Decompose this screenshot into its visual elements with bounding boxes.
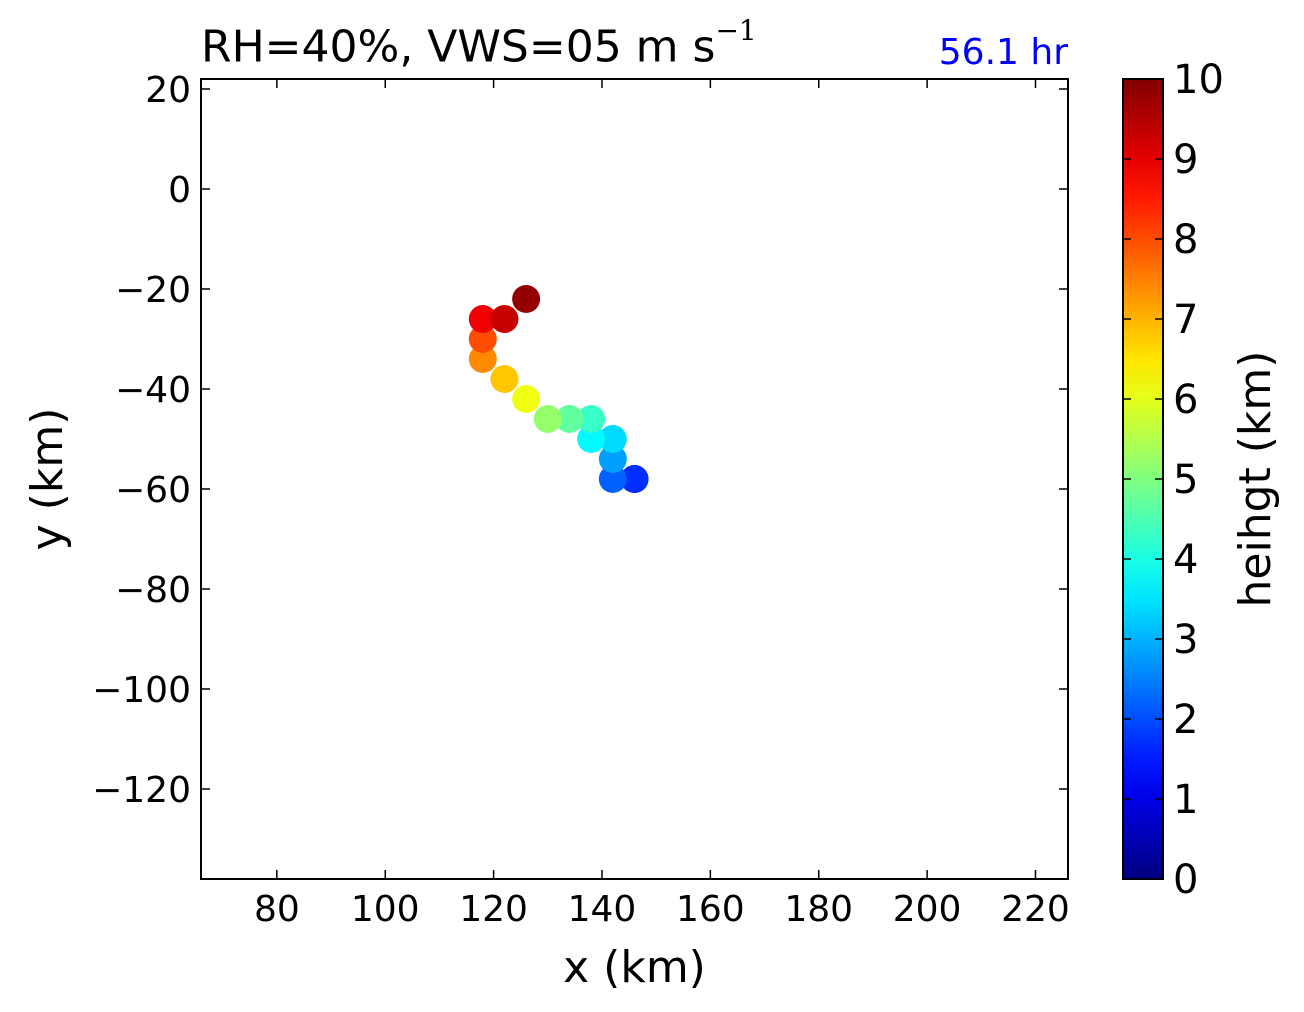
x-tick-label: 220	[1001, 889, 1070, 930]
colorbar: 0 1 2 3 4 5 6 7 8 9 10 heihgt (km)	[1122, 57, 1281, 903]
scatter-point	[620, 465, 649, 493]
time-label: 56.1 hr	[938, 32, 1068, 73]
scatter-point	[577, 425, 606, 453]
scatter-point	[490, 365, 519, 393]
colorbar-tick-label: 3	[1173, 617, 1198, 663]
colorbar-tick-label: 5	[1173, 457, 1198, 503]
x-tick-label: 160	[676, 889, 745, 930]
scatter-point	[555, 405, 584, 433]
y-tick-label: −40	[115, 370, 191, 411]
scatter-point	[598, 425, 627, 453]
colorbar-tick-label: 8	[1173, 217, 1198, 263]
scatter-point	[598, 465, 627, 493]
x-axis-label: x (km)	[563, 942, 706, 993]
x-tick-label: 180	[784, 889, 853, 930]
scatter-point	[468, 325, 497, 353]
y-tick-label: −120	[92, 770, 191, 811]
chart-title-exponent: −1	[715, 14, 757, 47]
data-points	[468, 285, 649, 493]
plot-frame	[200, 78, 1069, 880]
y-axis-label: y (km)	[22, 408, 73, 551]
scatter-point	[512, 285, 541, 313]
scatter-point	[533, 405, 562, 433]
colorbar-tick-label: 6	[1173, 377, 1198, 423]
colorbar-tick-label: 1	[1173, 777, 1198, 823]
scatter-point	[490, 305, 519, 333]
colorbar-tick-label: 2	[1173, 697, 1198, 743]
y-tick-label: 20	[145, 70, 191, 111]
x-tick-label: 80	[254, 889, 300, 930]
x-tick-label: 120	[459, 889, 528, 930]
y-tick-label: 0	[168, 170, 191, 211]
x-tick-label: 140	[568, 889, 637, 930]
colorbar-tick-label: 4	[1173, 537, 1198, 583]
y-tick-label: −20	[115, 270, 191, 311]
colorbar-tick-label: 7	[1173, 297, 1198, 343]
plot-area: 80 100 120 140 160 180 200 220200−20−40−60−80−1…	[22, 70, 1070, 993]
scatter-point	[598, 445, 627, 473]
scatter-point	[468, 305, 497, 333]
y-tick-label: −60	[115, 470, 191, 511]
scatter-point	[468, 345, 497, 373]
colorbar-tick-label: 9	[1173, 137, 1198, 183]
scatter-point	[577, 405, 606, 433]
x-tick-label: 200	[893, 889, 962, 930]
scatter-point	[512, 385, 541, 413]
colorbar-tick-label: 10	[1173, 57, 1224, 103]
y-tick-label: −100	[92, 670, 191, 711]
colorbar-label: heihgt (km)	[1230, 351, 1281, 608]
y-tick-label: −80	[115, 570, 191, 611]
colorbar-tick-label: 0	[1173, 857, 1198, 903]
x-tick-label: 100	[351, 889, 420, 930]
chart-title: RH=40%, VWS=05 m s−1	[201, 14, 757, 73]
